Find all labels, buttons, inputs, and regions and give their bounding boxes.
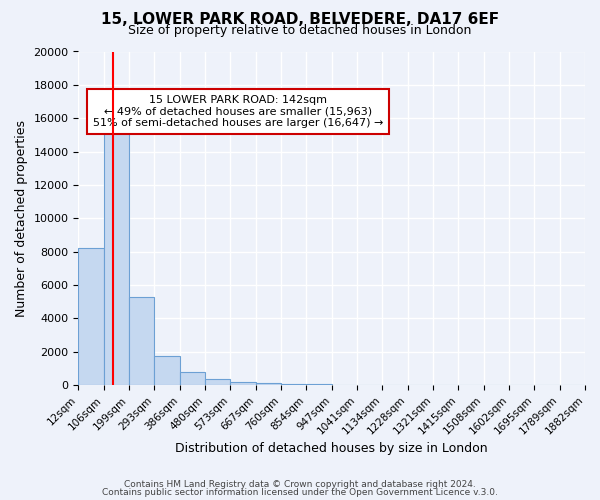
Bar xyxy=(154,356,180,385)
Text: Size of property relative to detached houses in London: Size of property relative to detached ho… xyxy=(128,24,472,37)
Bar xyxy=(129,297,154,385)
Bar xyxy=(180,372,205,385)
Text: Contains public sector information licensed under the Open Government Licence v.: Contains public sector information licen… xyxy=(102,488,498,497)
Bar xyxy=(307,384,332,385)
Text: Contains HM Land Registry data © Crown copyright and database right 2024.: Contains HM Land Registry data © Crown c… xyxy=(124,480,476,489)
Bar xyxy=(256,382,281,385)
Bar xyxy=(79,248,104,385)
Bar xyxy=(205,380,230,385)
Text: 15, LOWER PARK ROAD, BELVEDERE, DA17 6EF: 15, LOWER PARK ROAD, BELVEDERE, DA17 6EF xyxy=(101,12,499,28)
Bar xyxy=(104,110,129,385)
Text: 15 LOWER PARK ROAD: 142sqm
← 49% of detached houses are smaller (15,963)
51% of : 15 LOWER PARK ROAD: 142sqm ← 49% of deta… xyxy=(93,95,383,128)
Y-axis label: Number of detached properties: Number of detached properties xyxy=(15,120,28,317)
X-axis label: Distribution of detached houses by size in London: Distribution of detached houses by size … xyxy=(175,442,488,455)
Bar xyxy=(230,382,256,385)
Bar xyxy=(281,384,307,385)
